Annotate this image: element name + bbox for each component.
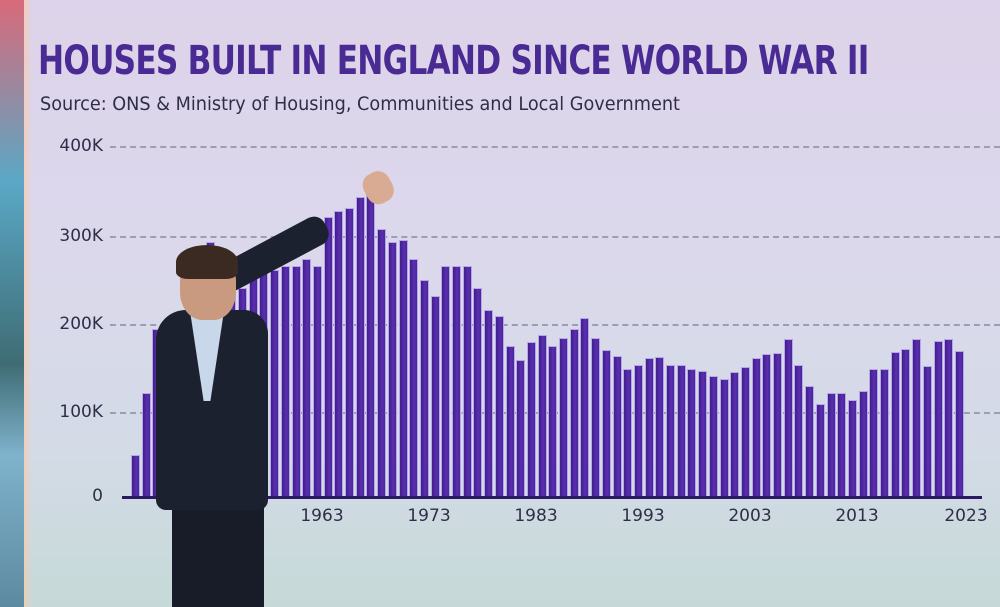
gridline bbox=[110, 324, 1000, 326]
bar-1980 bbox=[494, 316, 504, 497]
bar-2019 bbox=[912, 339, 922, 497]
bar-1973 bbox=[419, 280, 429, 497]
y-tick-label: 400K bbox=[59, 136, 103, 156]
x-tick-label: 2013 bbox=[835, 506, 879, 526]
bar-1985 bbox=[548, 346, 558, 497]
bar-1976 bbox=[452, 266, 461, 497]
presenter-figure bbox=[150, 166, 399, 607]
bar-1968 bbox=[366, 187, 376, 497]
bar-2001 bbox=[719, 379, 729, 497]
bar-1970 bbox=[387, 242, 397, 497]
bar-2007 bbox=[783, 339, 793, 497]
bar-1965 bbox=[334, 211, 344, 497]
bar-2022 bbox=[944, 339, 954, 497]
bar-2004 bbox=[751, 358, 761, 497]
bar-1991 bbox=[612, 356, 622, 497]
y-tick-label: 200K bbox=[59, 314, 103, 334]
bar-1982 bbox=[516, 360, 526, 497]
bar-2016 bbox=[880, 369, 889, 497]
gridline bbox=[110, 236, 1000, 238]
bar-1961 bbox=[291, 266, 301, 497]
bar-1977 bbox=[462, 266, 472, 497]
bar-1964 bbox=[323, 217, 333, 497]
bar-1972 bbox=[409, 259, 419, 497]
y-tick-label: 0 bbox=[92, 486, 103, 506]
bar-1993 bbox=[633, 365, 643, 497]
bar-1990 bbox=[601, 350, 611, 497]
bar-1947 bbox=[141, 393, 151, 497]
bar-2003 bbox=[740, 367, 750, 497]
bar-1978 bbox=[473, 288, 483, 497]
bar-2017 bbox=[890, 352, 900, 497]
bar-2009 bbox=[805, 386, 815, 497]
background-video-edge bbox=[0, 0, 32, 607]
bar-1989 bbox=[591, 338, 601, 497]
bar-2021 bbox=[933, 341, 943, 497]
bar-1987 bbox=[569, 329, 579, 497]
bar-2002 bbox=[730, 372, 740, 497]
bar-2012 bbox=[837, 393, 847, 497]
bar-2005 bbox=[762, 354, 772, 497]
bar-1984 bbox=[537, 335, 547, 497]
x-tick-label: 1993 bbox=[621, 506, 665, 526]
chart-source: Source: ONS & Ministry of Housing, Commu… bbox=[40, 93, 680, 115]
bar-2015 bbox=[869, 369, 879, 497]
gridline bbox=[110, 146, 1000, 148]
x-tick-label: 1983 bbox=[514, 506, 558, 526]
x-tick-label: 2023 bbox=[944, 506, 988, 526]
bar-2008 bbox=[794, 365, 804, 497]
x-axis-baseline bbox=[122, 496, 982, 499]
bar-1992 bbox=[623, 369, 633, 497]
bar-1994 bbox=[644, 358, 654, 497]
bar-1995 bbox=[655, 357, 665, 497]
bar-1963 bbox=[312, 266, 322, 497]
bar-2013 bbox=[847, 400, 857, 497]
bar-1979 bbox=[484, 310, 494, 497]
bar-1997 bbox=[676, 365, 686, 497]
bar-2006 bbox=[773, 353, 782, 497]
bar-1962 bbox=[302, 259, 312, 497]
bar-1981 bbox=[505, 346, 515, 497]
bar-1967 bbox=[355, 197, 365, 497]
bar-2018 bbox=[901, 349, 911, 497]
bar-1969 bbox=[377, 229, 387, 497]
presenter-legs bbox=[172, 500, 264, 607]
x-tick-label: 1973 bbox=[407, 506, 451, 526]
x-tick-label: 2003 bbox=[728, 506, 772, 526]
bar-1946 bbox=[131, 455, 140, 497]
bar-2000 bbox=[708, 376, 718, 497]
chart-title: HOUSES BUILT IN ENGLAND SINCE WORLD WAR … bbox=[38, 38, 869, 84]
bar-1971 bbox=[398, 240, 408, 497]
bar-1960 bbox=[280, 266, 290, 497]
presenter-hair bbox=[176, 245, 238, 279]
bar-1998 bbox=[687, 369, 697, 497]
x-tick-label: 1963 bbox=[300, 506, 344, 526]
bar-1983 bbox=[526, 342, 536, 497]
y-tick-label: 300K bbox=[59, 226, 103, 246]
bar-2014 bbox=[858, 391, 868, 497]
bar-1975 bbox=[441, 266, 451, 497]
y-tick-label: 100K bbox=[59, 402, 103, 422]
bar-1986 bbox=[559, 338, 568, 497]
bar-2023 bbox=[954, 351, 964, 497]
bar-2020 bbox=[922, 366, 932, 497]
bar-1988 bbox=[580, 318, 590, 497]
bar-1966 bbox=[345, 208, 354, 497]
bar-1996 bbox=[666, 365, 675, 497]
bar-1999 bbox=[698, 371, 708, 497]
bar-2010 bbox=[815, 404, 825, 497]
bar-1974 bbox=[430, 296, 440, 497]
bar-2011 bbox=[826, 393, 836, 497]
bar-1959 bbox=[270, 270, 280, 497]
